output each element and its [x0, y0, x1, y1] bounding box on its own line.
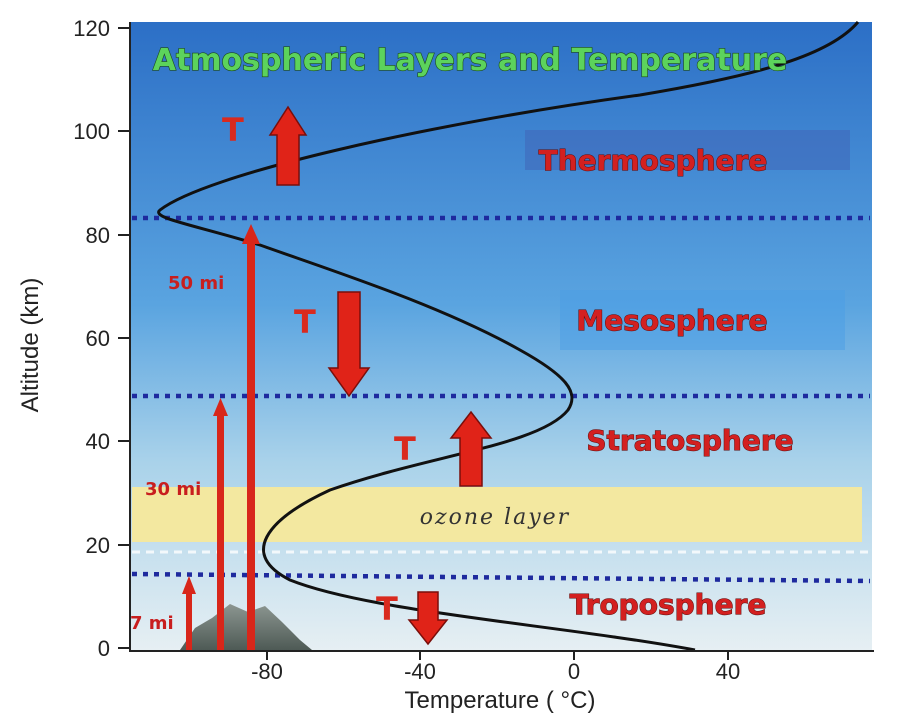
- x-axis-title: Temperature ( °C): [405, 687, 596, 714]
- y-axis-title: Altitude (km): [17, 278, 44, 413]
- layer-label-troposphere: Troposphere: [570, 588, 767, 621]
- temperature-marker-thermosphere: T: [222, 111, 244, 149]
- up-arrow-icon: [449, 410, 493, 487]
- x-axis-ticks: [266, 651, 729, 660]
- down-arrow-icon: [327, 291, 371, 398]
- y-tick-label: 40: [86, 429, 110, 454]
- altitude-arrow-icon: [182, 576, 196, 650]
- height-label-7-mi: 7 mi: [130, 613, 174, 634]
- y-axis-ticks: [118, 27, 130, 649]
- y-tick-label: 60: [86, 326, 110, 351]
- diagram-title: Atmospheric Layers and Temperature: [153, 43, 788, 78]
- mountain-silhouette: [180, 604, 312, 650]
- height-label-50-mi: 50 mi: [168, 273, 224, 294]
- layer-label-mesosphere: Mesosphere: [576, 304, 767, 337]
- thermosphere-band: [525, 130, 850, 170]
- x-tick-label: 0: [568, 659, 580, 684]
- temperature-profile-curve: [157, 21, 860, 652]
- altitude-arrow-icon: [213, 398, 228, 650]
- y-tick-label: 100: [73, 119, 110, 144]
- down-arrow-icon: [407, 591, 449, 646]
- y-tick-label: 80: [86, 223, 110, 248]
- mesosphere-band: [560, 290, 845, 350]
- temperature-marker-stratosphere: T: [394, 430, 416, 468]
- ozone-layer-label: ozone layer: [420, 505, 570, 530]
- layer-label-thermosphere: Thermosphere: [539, 144, 768, 177]
- layer-label-stratosphere: Stratosphere: [586, 424, 793, 457]
- temperature-marker-mesosphere: T: [294, 303, 316, 341]
- y-tick-label: 0: [98, 636, 110, 661]
- temperature-marker-troposphere: T: [376, 590, 398, 628]
- height-label-30-mi: 30 mi: [145, 479, 201, 500]
- x-tick-label: -40: [404, 659, 436, 684]
- y-tick-label: 20: [86, 533, 110, 558]
- up-arrow-icon: [268, 105, 308, 186]
- y-tick-label: 120: [73, 16, 110, 41]
- x-tick-label: 40: [716, 659, 740, 684]
- x-tick-label: -80: [251, 659, 283, 684]
- altitude-arrow-icon: [242, 224, 260, 650]
